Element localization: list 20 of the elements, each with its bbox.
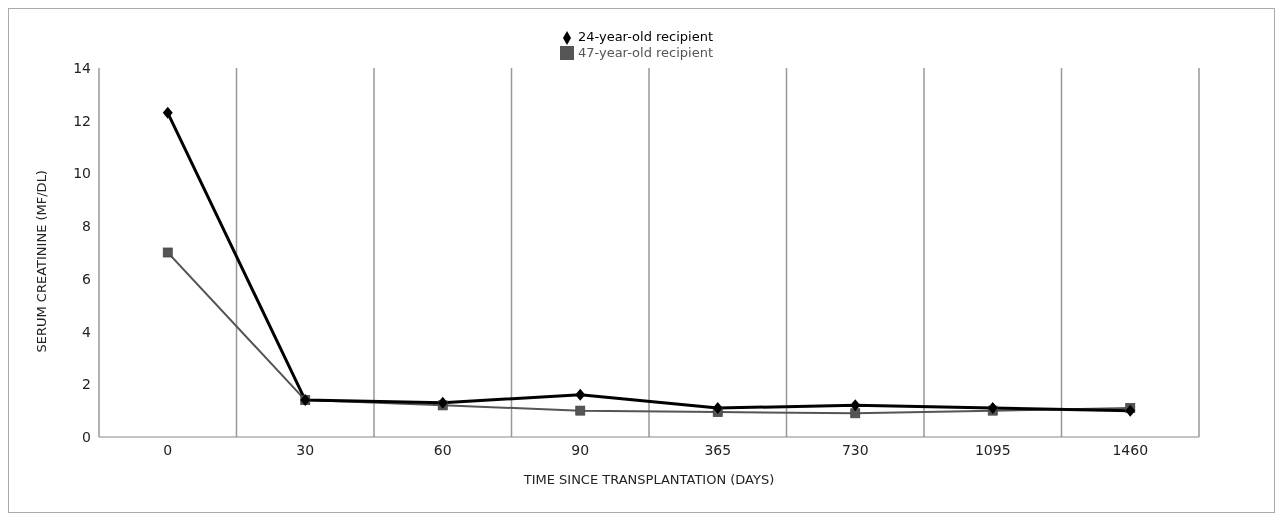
- y-axis-title: SERUM CREATININE (MF/DL): [33, 170, 49, 353]
- y-tick-label: 6: [82, 270, 92, 287]
- x-tick-label: 30: [296, 441, 315, 458]
- x-axis-title: TIME SINCE TRANSPLANTATION (DAYS): [522, 472, 775, 487]
- y-tick-label: 4: [82, 323, 92, 340]
- x-tick-label: 730: [841, 441, 869, 458]
- x-tick-label: 1095: [974, 441, 1011, 458]
- y-tick-label: 2: [82, 376, 91, 393]
- x-tick-label: 60: [433, 441, 452, 458]
- y-tick-label: 10: [73, 165, 91, 182]
- legend-label: 24-year-old recipient: [577, 29, 714, 44]
- y-tick-label: 8: [82, 218, 91, 235]
- x-tick-label: 1460: [1112, 441, 1149, 458]
- x-tick-label: 365: [704, 441, 732, 458]
- x-tick-label: 0: [163, 441, 173, 458]
- y-tick-label: 14: [73, 59, 92, 76]
- y-tick-label: 12: [73, 112, 91, 129]
- x-tick-label: 90: [571, 441, 590, 458]
- legend-label: 47-year-old recipient: [577, 44, 714, 60]
- y-tick-label: 0: [82, 428, 91, 445]
